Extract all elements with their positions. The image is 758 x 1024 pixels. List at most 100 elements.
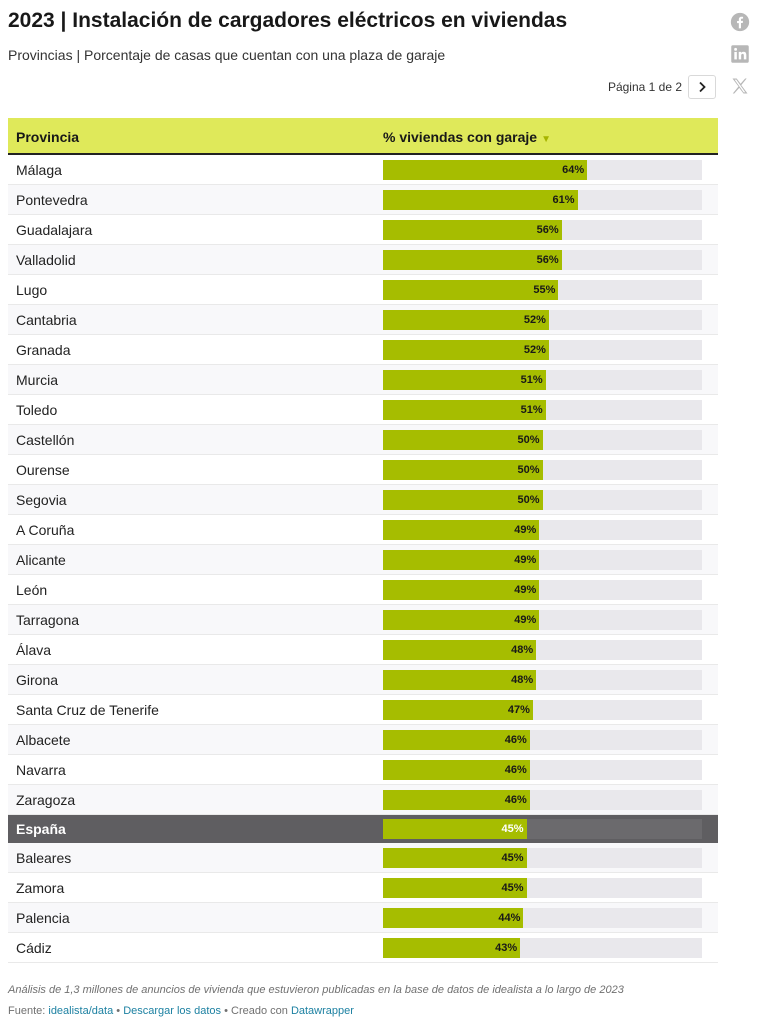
province-name: Santa Cruz de Tenerife xyxy=(16,702,159,718)
bar-value-label: 64% xyxy=(562,164,585,176)
bar-value-label: 51% xyxy=(520,404,543,416)
bar: 56% xyxy=(383,220,562,240)
bar-value-label: 49% xyxy=(514,554,537,566)
bar-track: 45% xyxy=(383,819,702,839)
next-page-button[interactable] xyxy=(688,75,716,99)
chart-subtitle: Provincias | Porcentaje de casas que cue… xyxy=(8,47,446,63)
download-data-link[interactable]: Descargar los datos xyxy=(123,1005,222,1017)
bar: 49% xyxy=(383,520,540,540)
table-row: Alicante 49% xyxy=(8,545,718,575)
bar-value-label: 48% xyxy=(511,674,534,686)
column-header-percent[interactable]: % viviendas con garaje ▼ xyxy=(383,129,551,145)
bar-track: 50% xyxy=(383,490,702,510)
province-name: Alicante xyxy=(16,552,66,568)
table-row: A Coruña 49% xyxy=(8,515,718,545)
province-name: España xyxy=(16,821,66,837)
data-table: Provincia % viviendas con garaje ▼ Málaga… xyxy=(8,118,718,963)
separator: • xyxy=(116,1005,121,1017)
bar: 46% xyxy=(383,790,530,810)
province-name: Zaragoza xyxy=(16,792,76,808)
bar-track: 49% xyxy=(383,580,702,600)
chart-title: 2023 | Instalación de cargadores eléctri… xyxy=(8,9,568,32)
table-row: Ourense 50% xyxy=(8,455,718,485)
province-name: Segovia xyxy=(16,492,67,508)
table-body: Málaga 64% Pontevedra 61% Guadalajara 56% Vall… xyxy=(8,155,718,963)
province-name: Cádiz xyxy=(16,940,52,956)
table-row: Valladolid 56% xyxy=(8,245,718,275)
bar-track: 46% xyxy=(383,790,702,810)
bar-track: 49% xyxy=(383,610,702,630)
bar-track: 51% xyxy=(383,400,702,420)
sort-desc-icon: ▼ xyxy=(541,134,551,145)
bar-track: 55% xyxy=(383,280,702,300)
bar: 56% xyxy=(383,250,562,270)
bar-track: 49% xyxy=(383,550,702,570)
table-row: Toledo 51% xyxy=(8,395,718,425)
bar-value-label: 48% xyxy=(511,644,534,656)
bar-track: 49% xyxy=(383,520,702,540)
table-row: Castellón 50% xyxy=(8,425,718,455)
bar-track: 61% xyxy=(383,190,702,210)
bar-value-label: 52% xyxy=(523,344,546,356)
bar-value-label: 43% xyxy=(495,942,518,954)
province-name: A Coruña xyxy=(16,522,75,538)
table-row: Navarra 46% xyxy=(8,755,718,785)
bar: 50% xyxy=(383,490,543,510)
bar-value-label: 47% xyxy=(507,704,530,716)
province-name: Baleares xyxy=(16,850,72,866)
table-row: Cádiz 43% xyxy=(8,933,718,963)
bar: 61% xyxy=(383,190,578,210)
table-header: Provincia % viviendas con garaje ▼ xyxy=(8,118,718,155)
table-row: Granada 52% xyxy=(8,335,718,365)
bar-value-label: 56% xyxy=(536,224,559,236)
province-name: Castellón xyxy=(16,432,75,448)
bar-value-label: 52% xyxy=(523,314,546,326)
province-name: Zamora xyxy=(16,880,65,896)
bar-track: 52% xyxy=(383,310,702,330)
bar-value-label: 45% xyxy=(501,823,524,835)
table-row: Lugo 55% xyxy=(8,275,718,305)
bar: 45% xyxy=(383,848,527,868)
province-name: Murcia xyxy=(16,372,59,388)
province-name: Albacete xyxy=(16,732,71,748)
province-name: León xyxy=(16,582,48,598)
province-name: Toledo xyxy=(16,402,58,418)
table-row: Cantabria 52% xyxy=(8,305,718,335)
column-header-provincia[interactable]: Provincia xyxy=(16,129,80,145)
x-icon[interactable] xyxy=(730,76,750,96)
bar-value-label: 46% xyxy=(504,764,527,776)
bar: 45% xyxy=(383,819,527,839)
bar-value-label: 45% xyxy=(501,852,524,864)
bar: 52% xyxy=(383,310,549,330)
linkedin-icon[interactable] xyxy=(730,44,750,64)
bar-value-label: 55% xyxy=(533,284,556,296)
datawrapper-link[interactable]: Datawrapper xyxy=(290,1005,354,1017)
province-name: Cantabria xyxy=(16,312,77,328)
pagination-label: Página 1 de 2 xyxy=(607,80,682,94)
bar: 46% xyxy=(383,760,530,780)
bar: 46% xyxy=(383,730,530,750)
bar: 50% xyxy=(383,430,543,450)
province-name: Valladolid xyxy=(16,252,76,268)
bar: 45% xyxy=(383,878,527,898)
source-link[interactable]: idealista/data xyxy=(48,1005,114,1017)
table-row: Tarragona 49% xyxy=(8,605,718,635)
bar-value-label: 50% xyxy=(517,464,540,476)
table-row: Málaga 64% xyxy=(8,155,718,185)
bar-value-label: 49% xyxy=(514,584,537,596)
bar-track: 56% xyxy=(383,250,702,270)
table-row: Girona 48% xyxy=(8,665,718,695)
table-row: Pontevedra 61% xyxy=(8,185,718,215)
province-name: Palencia xyxy=(16,910,70,926)
facebook-icon[interactable] xyxy=(730,12,750,32)
bar-track: 64% xyxy=(383,160,702,180)
bar-track: 48% xyxy=(383,670,702,690)
bar-value-label: 50% xyxy=(517,434,540,446)
bar-value-label: 50% xyxy=(517,494,540,506)
source-label: Fuente: xyxy=(8,1005,46,1017)
bar-track: 47% xyxy=(383,700,702,720)
bar-track: 56% xyxy=(383,220,702,240)
column-header-percent-label: % viviendas con garaje xyxy=(383,129,538,145)
bar: 48% xyxy=(383,640,537,660)
bar-value-label: 56% xyxy=(536,254,559,266)
